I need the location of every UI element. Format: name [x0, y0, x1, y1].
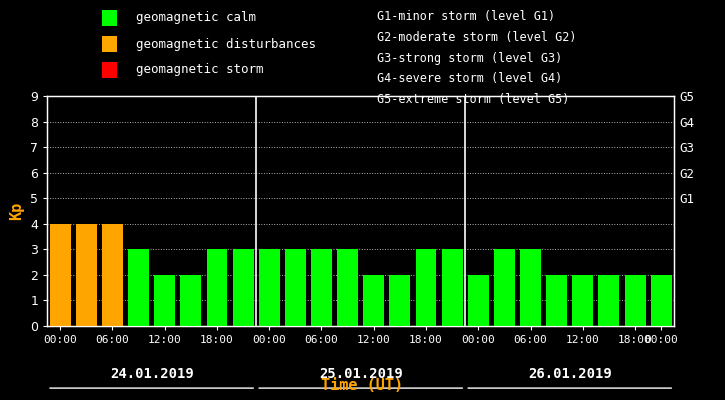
Bar [468, 275, 489, 326]
Text: geomagnetic storm: geomagnetic storm [136, 64, 263, 76]
Bar [415, 249, 436, 326]
Bar [311, 249, 332, 326]
Text: G1-minor storm (level G1): G1-minor storm (level G1) [377, 10, 555, 23]
Text: 25.01.2019: 25.01.2019 [319, 367, 402, 382]
Bar [389, 275, 410, 326]
Bar [76, 224, 96, 326]
Bar [520, 249, 541, 326]
Bar [285, 249, 306, 326]
Text: geomagnetic disturbances: geomagnetic disturbances [136, 38, 315, 50]
Text: Time (UT): Time (UT) [321, 378, 404, 393]
Bar [259, 249, 280, 326]
Y-axis label: Kp: Kp [9, 202, 25, 220]
Bar [128, 249, 149, 326]
Text: G3-strong storm (level G3): G3-strong storm (level G3) [377, 52, 563, 65]
Text: G2-moderate storm (level G2): G2-moderate storm (level G2) [377, 31, 576, 44]
Bar [494, 249, 515, 326]
Bar [651, 275, 671, 326]
Bar [50, 224, 70, 326]
Bar [207, 249, 228, 326]
Bar [154, 275, 175, 326]
Bar [546, 275, 567, 326]
Bar [363, 275, 384, 326]
Text: 24.01.2019: 24.01.2019 [109, 367, 194, 382]
Text: G5-extreme storm (level G5): G5-extreme storm (level G5) [377, 93, 569, 106]
Bar [625, 275, 645, 326]
Text: geomagnetic calm: geomagnetic calm [136, 12, 256, 24]
Bar [233, 249, 254, 326]
Text: 26.01.2019: 26.01.2019 [528, 367, 612, 382]
Bar [102, 224, 123, 326]
Text: G4-severe storm (level G4): G4-severe storm (level G4) [377, 72, 563, 86]
Bar [598, 275, 619, 326]
Bar [572, 275, 593, 326]
Bar [442, 249, 463, 326]
Bar [337, 249, 358, 326]
Bar [181, 275, 202, 326]
